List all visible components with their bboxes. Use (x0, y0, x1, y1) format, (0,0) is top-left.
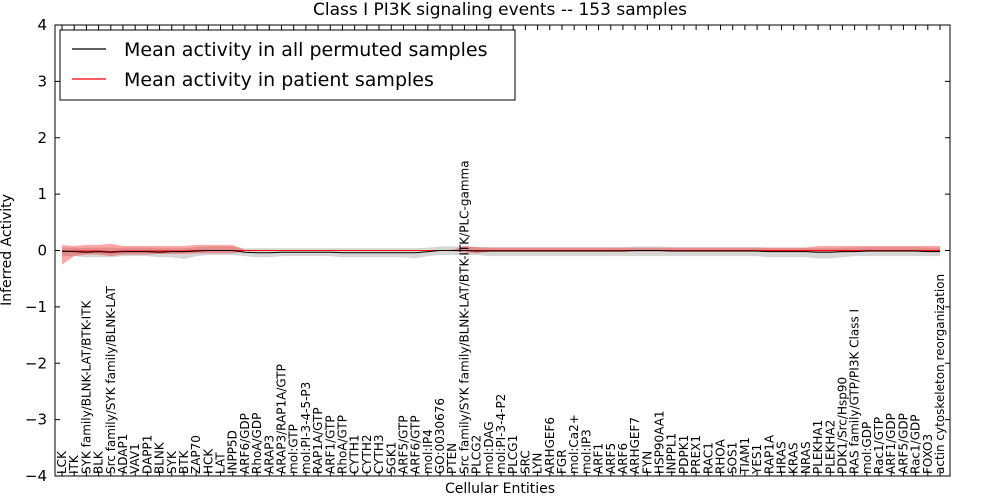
x-tick-label: PLCG2 (470, 435, 484, 474)
x-tick-label: SYK family/BLNK-LAT/BTK-ITK (79, 299, 93, 474)
x-tick-label: mol:PI-3-4-P2 (494, 394, 508, 474)
x-tick-label: PLEKHA2 (823, 420, 837, 474)
x-tick-label: RAP1A (762, 434, 776, 474)
x-tick-label: KRAS (787, 442, 801, 474)
x-tick-label: actin cytoskeleton reorganization (933, 274, 947, 474)
y-tick-label: 2 (37, 129, 47, 147)
line-permuted (61, 250, 940, 254)
x-tick-label: DAPP1 (140, 435, 154, 474)
x-tick-label: FOXO3 (921, 434, 935, 474)
x-tick-label: SRC (518, 450, 532, 474)
y-axis: 4 3 2 1 0 −1 −2 −3 −4 (25, 16, 950, 485)
x-tick-label: FYN (640, 451, 654, 474)
x-tick-label: Src family/SYK family/BLNK-LAT (104, 285, 118, 474)
y-tick-label: 1 (37, 185, 47, 203)
legend: Mean activity in all permuted samples Me… (59, 29, 516, 101)
x-tick-label: BLNK (153, 441, 167, 474)
x-tick-label: ARF6/GDP (238, 413, 252, 474)
x-tick-label: ARAP3/RAP1A/GTP (275, 364, 289, 474)
x-tick-label: RAC1 (701, 442, 715, 474)
x-tick-label: INPPL1 (665, 433, 679, 474)
x-tick-label: ADAP1 (116, 434, 130, 474)
band-permuted (62, 246, 940, 259)
x-tick-label: SOS1 (726, 442, 740, 474)
legend-label-patient: Mean activity in patient samples (124, 69, 434, 91)
x-tick-label: ARF1/GTP (323, 415, 337, 474)
x-tick-label: INPP5D (226, 430, 240, 474)
y-tick-label: −2 (25, 354, 47, 372)
x-tick-label: ARHGEF7 (628, 417, 642, 474)
x-tick-label: YES1 (750, 444, 764, 475)
x-tick-label: VAV1 (128, 443, 142, 474)
x-tick-label: TIAM1 (738, 437, 752, 475)
x-tick-label: PDPK1 (677, 435, 691, 474)
y-tick-label: −3 (25, 411, 47, 429)
x-tick-label: mol:Ca2+ (567, 414, 581, 474)
x-tick-label: RAP1A/GTP (311, 407, 325, 474)
chart-title: Class I PI3K signaling events -- 153 sam… (313, 0, 687, 20)
x-tick-label: ARF6 (616, 443, 630, 474)
x-tick-label: ARAP3 (262, 435, 276, 474)
x-tick-label: PTEN (445, 443, 459, 474)
x-axis-label: Cellular Entities (445, 481, 555, 497)
x-tick-label: SGK1 (384, 442, 398, 474)
y-tick-label: 4 (37, 16, 47, 34)
x-tick-label: PLEKHA1 (811, 420, 825, 474)
band-patient (62, 243, 940, 265)
y-tick-label: 3 (37, 72, 47, 90)
x-tick-label: ITK (67, 454, 81, 474)
x-tick-label: HCK (201, 448, 215, 474)
x-tick-label: RAS family/GTP/PI3K Class I (848, 309, 862, 474)
x-tick-label: Rac1/GDP (909, 415, 923, 474)
x-tick-label: CYTH3 (372, 435, 386, 475)
x-tick-label: Src family/SYK family/BLNK-LAT/BTK-ITK/P… (457, 160, 471, 474)
x-tick-label: PDK1/Src/Hsp90 (835, 377, 849, 474)
x-tick-label: mol:GTP (287, 424, 301, 474)
x-tick-label: ARF1 (592, 443, 606, 474)
x-tick-label: ARHGEF6 (543, 417, 557, 474)
confidence-bands (62, 243, 940, 265)
series-lines (61, 250, 940, 254)
y-tick-label: 0 (37, 242, 47, 260)
x-tick-label: PREX1 (689, 435, 703, 474)
x-tick-label: ZAP70 (189, 435, 203, 474)
x-tick-label: GO:0030676 (433, 398, 447, 474)
x-tick-label: RhoA/GTP (335, 415, 349, 474)
x-tick-label: RhoA/GDP (250, 413, 264, 474)
y-tick-label: −4 (25, 467, 47, 485)
x-tick-label: BLK (92, 450, 106, 474)
legend-label-permuted: Mean activity in all permuted samples (124, 39, 487, 61)
x-tick-label: ARF5/GDP (896, 413, 910, 474)
x-tick-label: ARF6/GTP (409, 415, 423, 474)
y-tick-label: −1 (25, 298, 47, 316)
x-tick-label: HSP90AA1 (653, 410, 667, 474)
x-tick-label: Rac1/GTP (872, 417, 886, 474)
x-tick-label: mol:IP4 (421, 429, 435, 474)
x-tick-label: NRAS (799, 441, 813, 474)
x-tick-label: ARF5 (604, 443, 618, 474)
x-tick-label: PLCG1 (506, 435, 520, 474)
x-tick-label: mol:PI-3-4-5-P3 (299, 382, 313, 474)
x-tick-label: LYN (531, 453, 545, 474)
x-tick-label: mol:DAG (482, 421, 496, 474)
x-tick-label: LCK (55, 450, 69, 474)
x-tick-label: ARF5/GTP (396, 415, 410, 474)
x-tick-label: ARF1/GDP (884, 413, 898, 474)
legend-box (59, 29, 516, 101)
x-tick-label: SYK (165, 450, 179, 474)
x-tick-label: BTK (177, 449, 191, 474)
y-axis-label: Inferred Activity (0, 194, 15, 306)
x-tick-label: LAT (214, 452, 228, 474)
x-tick-label: HRAS (774, 441, 788, 474)
x-tick-label: mol:GDP (860, 422, 874, 474)
x-tick-label: CYTH1 (348, 435, 362, 475)
x-tick-label: mol:IP3 (579, 429, 593, 474)
x-tick-label: CYTH2 (360, 435, 374, 475)
x-tick-label: RHOA (714, 438, 728, 474)
x-tick-label: FGR (555, 449, 569, 474)
